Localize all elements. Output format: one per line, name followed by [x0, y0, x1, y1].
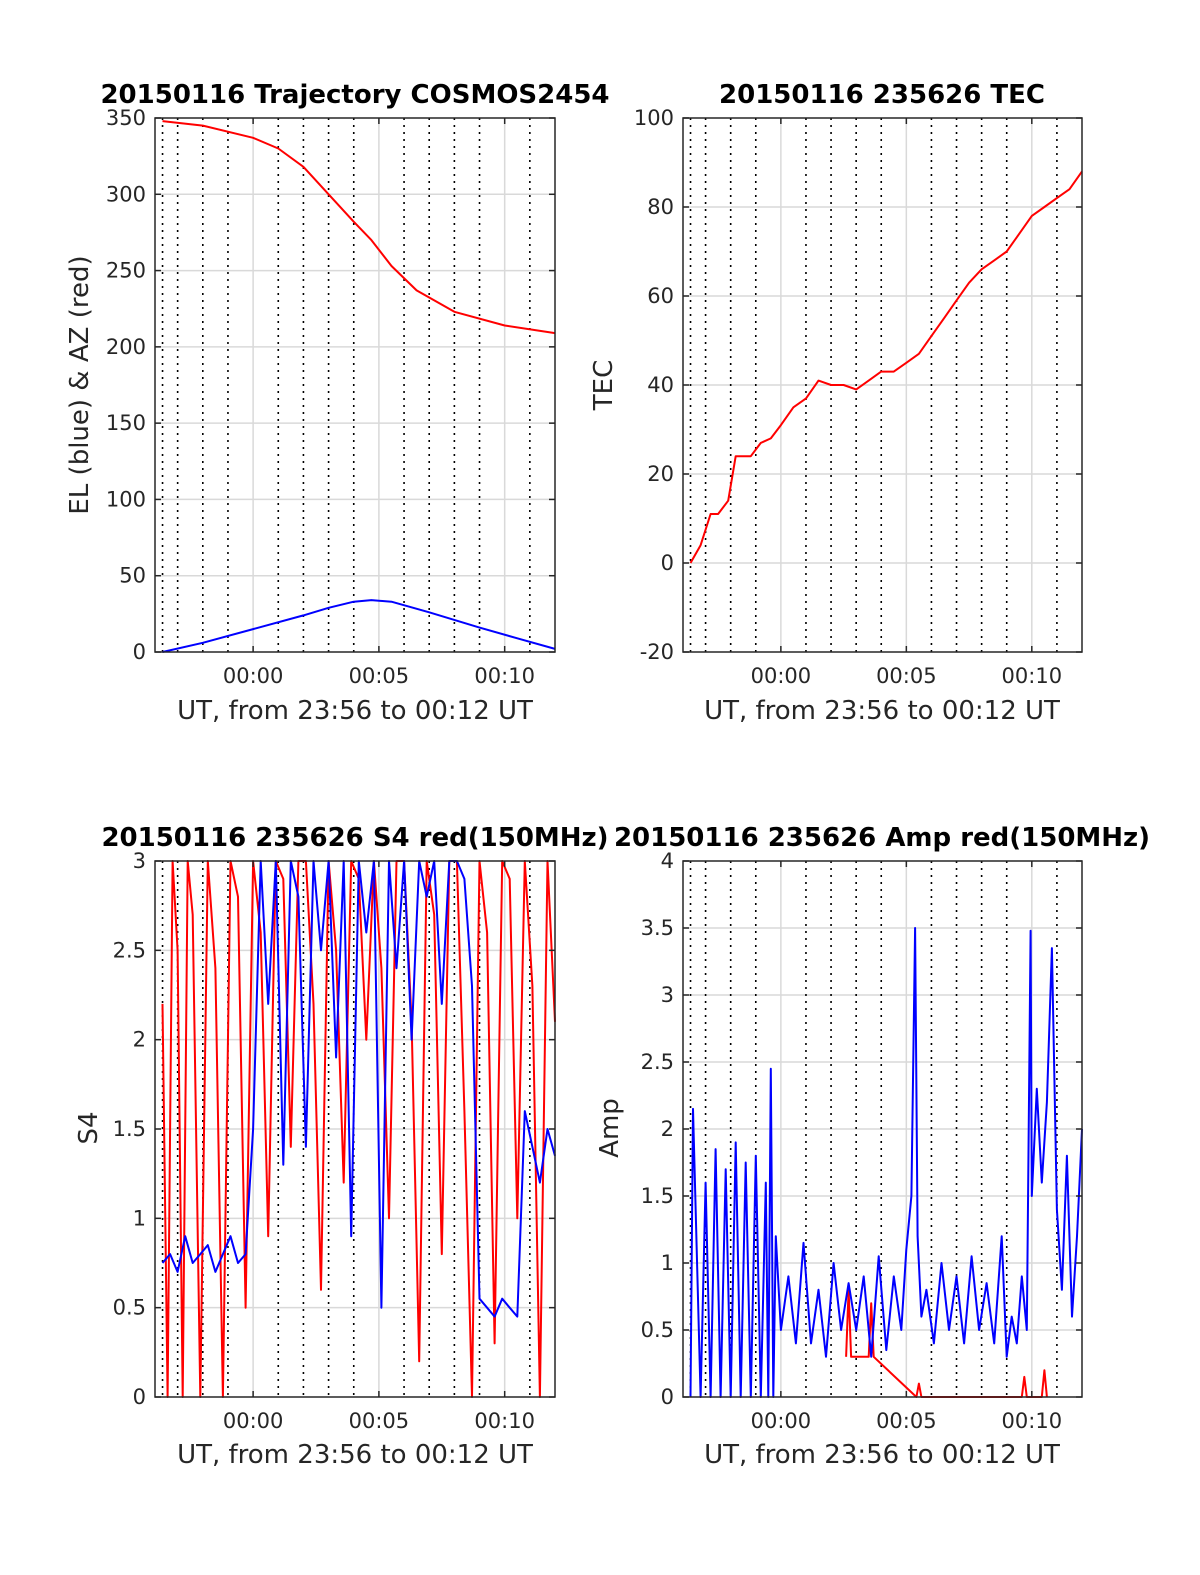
amp-ylabel: Amp: [595, 1098, 625, 1158]
trajectory-title: 20150116 Trajectory COSMOS2454: [100, 80, 609, 110]
amp-ytick-label: 4: [661, 849, 674, 873]
trajectory-series-blue: [162, 599, 556, 653]
s4-ytick-label: 0.5: [113, 1296, 146, 1320]
tec-xtick-label: 00:05: [876, 664, 937, 688]
amp-xtick-label: 00:05: [876, 1409, 937, 1433]
tec-ytick-label: 0: [661, 551, 674, 575]
trajectory-ytick-label: 200: [106, 335, 146, 359]
trajectory-ytick-label: 50: [119, 564, 146, 588]
amp-series-blue: [689, 927, 1083, 1398]
amp-ytick-label: 1.5: [641, 1184, 674, 1208]
amp-xtick-label: 00:10: [1002, 1409, 1063, 1433]
amp-ytick-label: 3.5: [641, 916, 674, 940]
s4-ylabel: S4: [74, 1111, 104, 1144]
trajectory-ytick-label: 300: [106, 182, 146, 206]
s4-xtick-label: 00:10: [474, 1409, 535, 1433]
trajectory-ytick-label: 350: [106, 106, 146, 130]
tec-ytick-label: 100: [634, 106, 674, 130]
amp-title: 20150116 235626 Amp red(150MHz): [614, 823, 1150, 853]
amp-panel: 0 0.5 1 1.5 2 2.5 3 3.5 4 00:00 00:05 00:10 20150116…: [595, 823, 1150, 1470]
amp-xlabel: UT, from 23:56 to 00:12 UT: [704, 1440, 1060, 1470]
trajectory-series-red: [162, 120, 556, 335]
amp-ytick-label: 0: [661, 1385, 674, 1409]
trajectory-axes-box: [154, 117, 556, 653]
tec-xtick-label: 00:00: [751, 664, 812, 688]
trajectory-panel: 0 50 100 150 200 250 300 350 00:00 00:05 00:10 2015…: [65, 80, 610, 726]
amp-xtick-label: 00:00: [751, 1409, 812, 1433]
tec-ylabel: TEC: [589, 360, 619, 411]
s4-xtick-label: 00:00: [223, 1409, 284, 1433]
tec-ytick-label: 40: [647, 373, 674, 397]
amp-ytick-label: 0.5: [641, 1318, 674, 1342]
trajectory-ytick-label: 100: [106, 487, 146, 511]
s4-ytick-label: 2: [133, 1028, 146, 1052]
s4-ytick-label: 1.5: [113, 1117, 146, 1141]
tec-xlabel: UT, from 23:56 to 00:12 UT: [704, 696, 1060, 726]
s4-ytick-label: 1: [133, 1206, 146, 1230]
tec-series-red: [689, 170, 1083, 564]
trajectory-xtick-label: 00:10: [474, 664, 535, 688]
trajectory-xlabel: UT, from 23:56 to 00:12 UT: [177, 696, 533, 726]
tec-xtick-label: 00:10: [1002, 664, 1063, 688]
s4-ytick-label: 0: [133, 1385, 146, 1409]
trajectory-ylabel: EL (blue) & AZ (red): [65, 255, 95, 514]
s4-xtick-label: 00:05: [349, 1409, 410, 1433]
s4-ytick-label: 3: [133, 849, 146, 873]
amp-ytick-label: 2: [661, 1117, 674, 1141]
tec-panel: -20 0 20 40 60 80 100 00:00 00:05 00:10 20150116 2…: [589, 80, 1083, 726]
amp-ytick-label: 3: [661, 983, 674, 1007]
tec-ytick-label: 80: [647, 195, 674, 219]
trajectory-ytick-label: 250: [106, 259, 146, 283]
s4-ytick-label: 2.5: [113, 938, 146, 962]
tec-title: 20150116 235626 TEC: [719, 80, 1045, 110]
trajectory-xtick-label: 00:05: [349, 664, 410, 688]
trajectory-plot-area: [155, 118, 555, 652]
s4-xlabel: UT, from 23:56 to 00:12 UT: [177, 1440, 533, 1470]
trajectory-ytick-label: 0: [133, 640, 146, 664]
trajectory-xtick-label: 00:00: [223, 664, 284, 688]
amp-ytick-label: 1: [661, 1251, 674, 1275]
amp-ytick-label: 2.5: [641, 1050, 674, 1074]
s4-panel: 0 0.5 1 1.5 2 2.5 3 00:00 00:05 00:10 20150116 235…: [74, 823, 609, 1470]
tec-ytick-label: 20: [647, 462, 674, 486]
s4-title: 20150116 235626 S4 red(150MHz): [101, 823, 608, 853]
tec-ytick-label: 60: [647, 284, 674, 308]
tec-ytick-label: -20: [640, 640, 674, 664]
trajectory-ytick-label: 150: [106, 411, 146, 435]
